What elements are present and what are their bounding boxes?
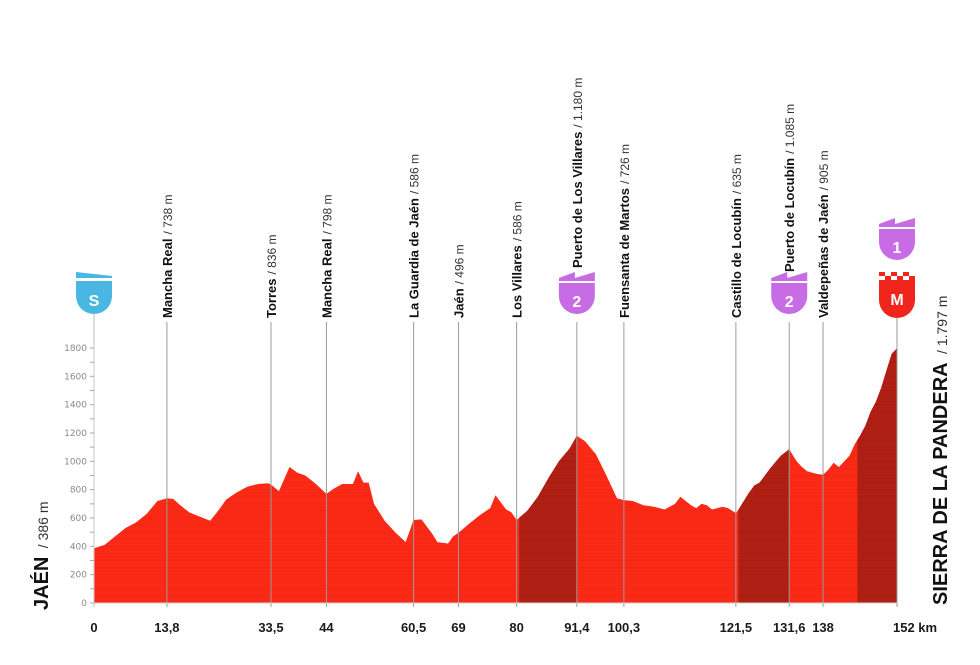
waypoint-altitude: / 798 m (320, 194, 334, 234)
shield-icon (76, 281, 112, 314)
y-tick-label: 0 (81, 599, 87, 609)
waypoint-altitude: / 738 m (161, 194, 175, 234)
waypoint-altitude: / 586 m (408, 154, 422, 194)
x-tick-label: 138 (812, 620, 834, 635)
waypoint-name: Castillo de Locubín (729, 198, 744, 318)
waypoint-altitude: / 1.085 m (783, 104, 797, 154)
badge-label: 1 (893, 240, 902, 257)
climb-segment (857, 348, 897, 603)
start-badge: S (76, 272, 112, 314)
checkered-flag-icon (885, 276, 891, 280)
checkered-flag-icon (891, 272, 897, 276)
y-tick-label: 600 (70, 514, 87, 524)
waypoint-name: La Guardia de Jaén (407, 198, 422, 318)
finish-location-label: SIERRA DE LA PANDERA / 1.797 m (930, 296, 952, 605)
endpoint-labels: JAÉN / 386 m SIERRA DE LA PANDERA / 1.79… (30, 296, 952, 610)
waypoint-altitude: / 496 m (453, 244, 467, 284)
start-altitude: / 386 m (35, 501, 51, 548)
badge-label: S (89, 293, 100, 310)
x-tick-label: 69 (451, 620, 465, 635)
checkered-flag-icon (909, 276, 915, 280)
badge-label: 2 (572, 294, 581, 311)
waypoint-name: Valdepeñas de Jaén (816, 194, 831, 318)
start-name: JAÉN (30, 557, 53, 610)
waypoint-label: Torres / 836 m (264, 234, 279, 318)
x-tick-label: 100,3 (608, 620, 641, 635)
waypoint-label: Puerto de Los Villares / 1.180 m (570, 78, 585, 268)
waypoint-altitude: / 586 m (511, 201, 525, 241)
finish-badge: M (879, 272, 915, 318)
mountain-notch-icon (558, 272, 595, 281)
x-axis: 0 13,8 33,5 44 60,5 69 80 91,4 100,3 121,5 131,6 13… (90, 620, 937, 635)
x-tick-label: 131,6 (773, 620, 806, 635)
climb-cat-2-badge: 2 (771, 272, 808, 314)
shield-icon (771, 283, 808, 314)
x-tick-label: 0 (90, 620, 97, 635)
x-tick-label: 152 km (893, 620, 937, 635)
waypoint-altitude: / 726 m (618, 144, 632, 184)
waypoint-altitude: / 635 m (730, 154, 744, 194)
y-tick-label: 1800 (64, 344, 87, 354)
waypoint-label: Valdepeñas de Jaén / 905 m (816, 150, 831, 318)
x-tick-label: 80 (509, 620, 523, 635)
y-tick-label: 1600 (64, 372, 87, 382)
mountain-notch-icon (879, 218, 915, 227)
waypoint-label: Fuensanta de Martos / 726 m (617, 144, 632, 318)
badge-label: 2 (785, 294, 794, 311)
waypoint-label: Los Villares / 586 m (510, 201, 525, 318)
badges: S 2 2 1 M (76, 218, 915, 318)
y-tick-label: 200 (70, 571, 87, 581)
x-tick-label: 33,5 (258, 620, 283, 635)
waypoint-altitude: / 836 m (265, 234, 279, 274)
y-tick-label: 1000 (64, 457, 87, 467)
y-axis: 0 200 400 600 800 1000 1200 1400 1600 1800 (64, 344, 897, 609)
waypoint-label: Jaén / 496 m (452, 244, 467, 318)
waypoint-altitude: / 1.180 m (571, 78, 585, 128)
waypoint-name: Mancha Real (319, 239, 334, 318)
climb-cat-2-badge: 2 (558, 272, 595, 314)
waypoint-label: La Guardia de Jaén / 586 m (407, 154, 422, 318)
waypoint-name: Fuensanta de Martos (617, 188, 632, 318)
x-tick-label: 44 (319, 620, 334, 635)
x-tick-label: 60,5 (401, 620, 426, 635)
waypoint-name: Torres (264, 279, 279, 319)
finish-altitude: / 1.797 m (934, 296, 950, 354)
waypoint-label: Castillo de Locubín / 635 m (729, 154, 744, 318)
waypoint-labels: Mancha Real / 738 m Torres / 836 m Mancha Re… (160, 78, 831, 318)
elevation-fill (94, 348, 897, 603)
waypoint-label: Puerto de Locubín / 1.085 m (782, 104, 797, 272)
waypoint-label: Mancha Real / 798 m (319, 194, 334, 318)
flag-icon (76, 272, 112, 278)
waypoint-name: Los Villares (510, 245, 525, 318)
elevation-area (94, 348, 897, 603)
mountain-notch-icon (771, 272, 808, 281)
y-tick-label: 800 (70, 486, 87, 496)
x-tick-label: 13,8 (154, 620, 179, 635)
start-location-label: JAÉN / 386 m (30, 501, 53, 610)
y-tick-label: 1200 (64, 429, 87, 439)
y-tick-label: 400 (70, 542, 87, 552)
climb-segment (519, 348, 577, 603)
shield-icon (879, 280, 915, 318)
climb-segment (738, 348, 790, 603)
y-tick-label: 1400 (64, 401, 87, 411)
shield-icon (879, 229, 915, 260)
climb-cat-1-badge: 1 (879, 218, 915, 260)
badge-label: M (890, 292, 903, 309)
waypoint-name: Jaén (452, 288, 467, 318)
x-tick-label: 121,5 (720, 620, 753, 635)
waypoint-name: Mancha Real (160, 239, 175, 318)
waypoint-name: Puerto de Los Villares (570, 132, 585, 268)
checkered-flag-icon (879, 272, 885, 276)
waypoint-label: Mancha Real / 738 m (160, 194, 175, 318)
shield-icon (558, 283, 595, 314)
x-tick-label: 91,4 (564, 620, 590, 635)
waypoint-altitude: / 905 m (817, 150, 831, 190)
waypoint-name: Puerto de Locubín (782, 158, 797, 272)
finish-name: SIERRA DE LA PANDERA (930, 362, 952, 605)
checkered-flag-icon (897, 276, 903, 280)
checkered-flag-icon (903, 272, 909, 276)
